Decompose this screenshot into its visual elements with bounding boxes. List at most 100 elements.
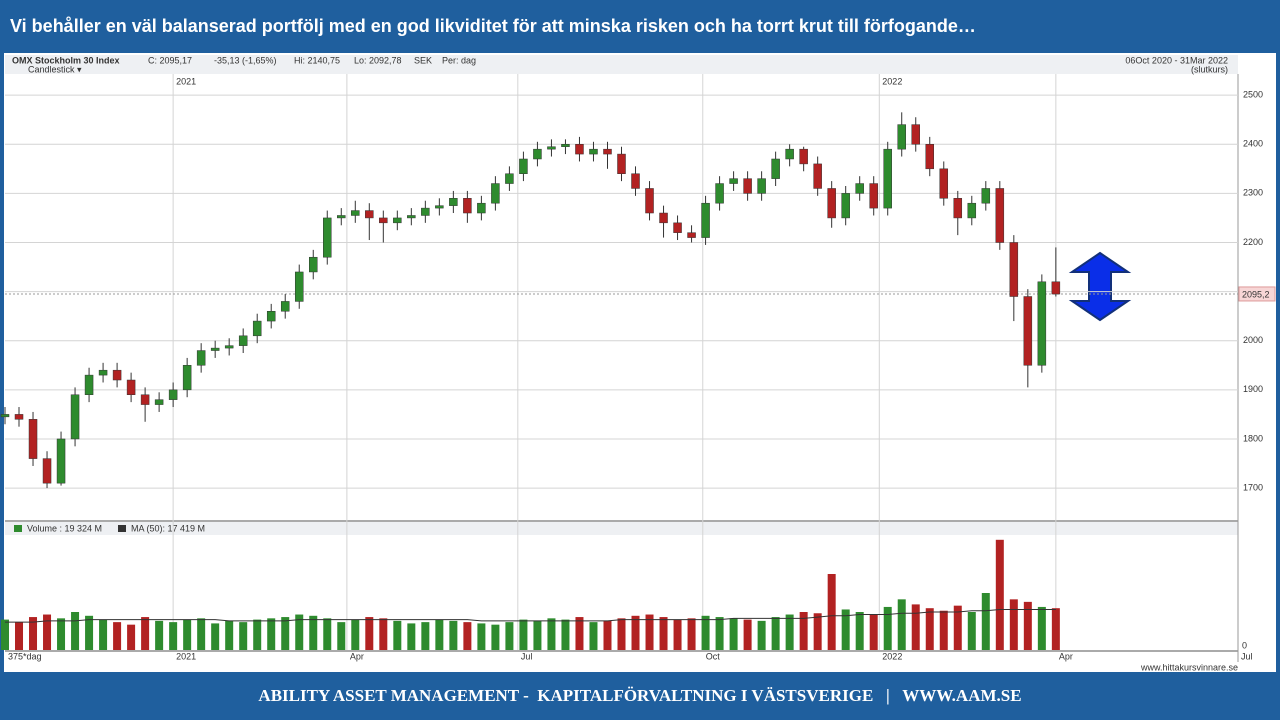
volume-bar [407,623,416,650]
candle-body [953,198,963,219]
x-tick-label-top: 2021 [176,76,196,86]
last-price-label: 2095,2 [1242,289,1270,299]
volume-bar [309,615,318,650]
volume-bar [225,620,234,650]
candle-body [70,394,80,440]
volume-bar [855,612,864,650]
volume-bar [673,619,682,650]
x-tick-label: Oct [706,651,721,661]
volume-bar [533,620,542,650]
candle-body [841,193,850,219]
x-tick-label: 2021 [176,651,196,661]
volume-bar [449,620,458,650]
y-tick-label: 2300 [1243,188,1263,198]
period-label: 375*dag [8,651,42,661]
volume-bar [687,618,696,650]
candle-body [407,215,416,219]
volume-bar [1009,599,1018,650]
volume-tick-label: 0 [1242,640,1247,650]
volume-bar [29,617,38,650]
candle-body [126,379,136,396]
volume-bar [701,615,710,650]
y-tick-label: 1800 [1243,433,1263,443]
candle-body [168,389,178,400]
candle-body [210,347,220,351]
volume-bar [337,622,346,650]
y-tick-label: 2200 [1243,237,1263,247]
volume-bar [813,613,822,650]
candle-body [435,205,444,209]
volume-bar [1051,608,1060,650]
volume-bar [757,620,766,650]
volume-bar [575,617,584,650]
info-text: C: 2095,17 [148,55,192,65]
candle-body [309,256,318,273]
candle-body [365,210,374,219]
x-tick-label: Jul [521,651,533,661]
candle-body [98,369,108,376]
volume-bar [183,619,192,650]
volume-bar [939,610,948,650]
candle-body [379,217,388,224]
candle-body [1051,281,1061,295]
volume-bar [631,615,640,650]
volume-bar [505,622,514,650]
volume-bar [519,619,528,650]
volume-bar [799,612,808,650]
candle-body [491,183,500,204]
candle-body [701,202,710,238]
candle-body [659,212,668,224]
volume-bar [645,614,654,650]
candle-body [715,183,724,204]
volume-bar [155,620,164,650]
x-tick-label: Jul [1241,651,1253,661]
volume-bar [827,574,836,650]
candle-body [687,232,696,238]
volume-bar [281,617,290,650]
volume-header [5,522,1238,535]
candle-body [939,168,949,199]
x-tick-label: Apr [1059,651,1073,661]
volume-label: Volume : 19 324 M [27,523,102,533]
volume-bar [967,612,976,650]
last-price-box [1238,286,1276,302]
candle-body [869,183,878,209]
candle-body [561,144,570,147]
candle-body [266,311,276,322]
volume-bar [911,604,920,650]
double-arrow [1068,251,1132,322]
candle-body [799,148,808,165]
candle-body [56,438,66,484]
candle-body [28,419,38,459]
volume-bar [897,599,906,650]
info-text: OMX Stockholm 30 Index [12,55,120,65]
volume-bar [995,539,1004,650]
candle-body [995,188,1005,243]
volume-bar [491,624,500,650]
volume-bar [729,618,738,650]
y-tick-label: 1900 [1243,384,1263,394]
candle-body [897,124,906,150]
info-text: Hi: 2140,75 [294,55,340,65]
volume-bar [421,622,430,650]
volume-bar [561,619,570,650]
volume-bar [169,622,178,650]
candle-body [463,198,472,214]
ma-label: MA (50): 17 419 M [131,523,205,533]
volume-bar [1037,606,1046,650]
volume-bar [547,618,556,650]
candle-body [294,271,304,302]
candle-body [673,222,682,233]
volume-bar [15,622,24,650]
info-text: -35,13 (-1,65%) [214,55,277,65]
volume-bar [883,606,892,650]
candle-body [883,148,892,209]
volume-bar [477,623,486,650]
slide-title: Vi behåller en väl balanserad portfölj m… [10,16,976,36]
candle-body [1037,281,1047,366]
volume-bar [603,620,612,650]
candle-body [771,158,780,179]
candle-body [505,173,514,184]
candle-body [0,414,10,418]
